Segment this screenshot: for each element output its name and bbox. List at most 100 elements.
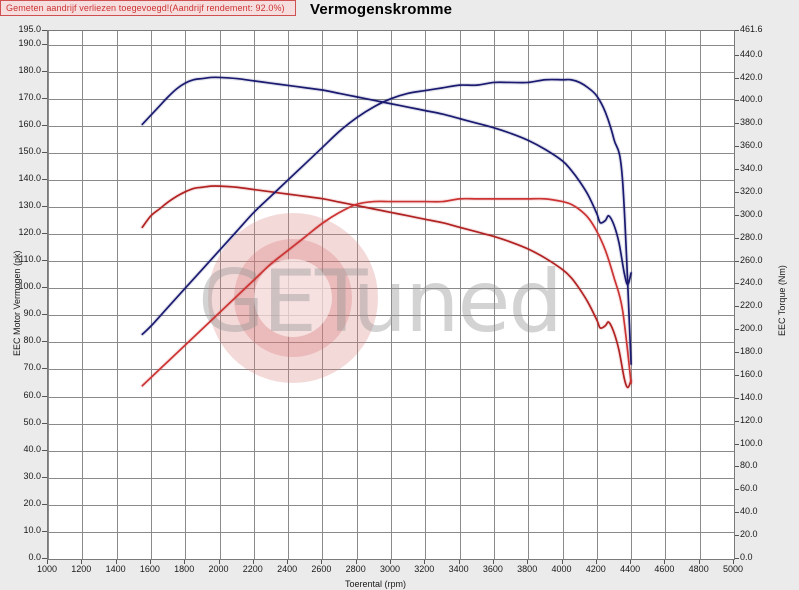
y2-tick-mark bbox=[734, 535, 739, 536]
x-tick-mark bbox=[47, 559, 48, 564]
y2-tick-label: 420.0 bbox=[740, 71, 763, 82]
series-glow bbox=[140, 196, 634, 388]
y2-tick-mark bbox=[734, 398, 739, 399]
y-tick-mark bbox=[42, 71, 47, 72]
x-tick-label: 4600 bbox=[654, 564, 675, 574]
x-tick-label: 2200 bbox=[242, 564, 263, 574]
y-tick-label: 40.0 bbox=[23, 443, 41, 454]
y2-tick-mark bbox=[734, 489, 739, 490]
x-tick-label: 5000 bbox=[722, 564, 744, 574]
y-tick-label: 60.0 bbox=[23, 389, 41, 400]
y-tick-label: 140.0 bbox=[18, 172, 41, 183]
y-tick-mark bbox=[42, 477, 47, 478]
y2-tick-mark bbox=[734, 329, 739, 330]
y2-tick-mark bbox=[734, 558, 739, 559]
y2-tick-mark bbox=[734, 123, 739, 124]
x-tick-label: 4800 bbox=[688, 564, 709, 574]
y-tick-label: 0.0 bbox=[28, 552, 41, 562]
x-tick-label: 3200 bbox=[414, 564, 435, 574]
x-tick-mark bbox=[81, 559, 82, 564]
y-tick-label: 180.0 bbox=[18, 64, 41, 75]
y2-tick-label: 140.0 bbox=[740, 391, 763, 402]
y-tick-label: 70.0 bbox=[23, 362, 41, 373]
y-tick-mark bbox=[42, 314, 47, 315]
y2-tick-mark bbox=[734, 306, 739, 307]
y2-tick-mark bbox=[734, 512, 739, 513]
x-tick-label: 3800 bbox=[517, 564, 538, 574]
y-tick-mark bbox=[42, 125, 47, 126]
x-tick-label: 4200 bbox=[585, 564, 606, 574]
y2-tick-mark bbox=[734, 444, 739, 445]
y2-tick-mark bbox=[734, 283, 739, 284]
y-tick-label: 120.0 bbox=[18, 227, 41, 238]
y-tick-label: 10.0 bbox=[23, 524, 41, 535]
x-tick-label: 2400 bbox=[277, 564, 298, 574]
y-tick-mark bbox=[42, 341, 47, 342]
y2-tick-mark bbox=[734, 261, 739, 262]
y-tick-label: 150.0 bbox=[18, 145, 41, 156]
x-tick-label: 2800 bbox=[345, 564, 366, 574]
y-tick-label: 50.0 bbox=[23, 416, 41, 427]
grid-lines bbox=[48, 31, 734, 559]
y2-tick-label: 360.0 bbox=[740, 140, 763, 151]
y2-tick-label: 0.0 bbox=[740, 552, 753, 562]
y-tick-mark bbox=[42, 206, 47, 207]
data-curves bbox=[140, 75, 634, 390]
y2-tick-mark bbox=[734, 421, 739, 422]
y2-tick-mark bbox=[734, 466, 739, 467]
y-tick-mark bbox=[42, 98, 47, 99]
y-tick-label: 30.0 bbox=[23, 470, 41, 481]
y-tick-mark bbox=[42, 30, 47, 31]
y-tick-label: 170.0 bbox=[18, 91, 41, 102]
y-tick-mark bbox=[42, 504, 47, 505]
y2-tick-mark bbox=[734, 55, 739, 56]
y2-tick-label: 260.0 bbox=[740, 254, 763, 265]
y2-tick-label: 240.0 bbox=[740, 277, 763, 288]
y-tick-mark bbox=[42, 368, 47, 369]
x-tick-label: 1200 bbox=[71, 564, 92, 574]
y-tick-mark bbox=[42, 423, 47, 424]
y2-axis-title: EEC Torque (Nm) bbox=[777, 265, 787, 336]
y-tick-label: 160.0 bbox=[18, 118, 41, 129]
x-tick-label: 2600 bbox=[311, 564, 332, 574]
x-axis-title: Toerental (rpm) bbox=[345, 579, 407, 589]
y-tick-label: 195.0 bbox=[18, 24, 41, 34]
y2-tick-label: 340.0 bbox=[740, 163, 763, 174]
y2-tick-mark bbox=[734, 375, 739, 376]
x-tick-label: 4000 bbox=[551, 564, 572, 574]
x-tick-label: 2000 bbox=[208, 564, 229, 574]
y2-tick-label: 300.0 bbox=[740, 208, 763, 219]
series-line-2 bbox=[141, 78, 632, 365]
y2-tick-mark bbox=[734, 238, 739, 239]
x-tick-mark bbox=[287, 559, 288, 564]
y-tick-label: 80.0 bbox=[23, 335, 41, 346]
y-tick-label: 100.0 bbox=[18, 281, 41, 292]
y-tick-label: 90.0 bbox=[23, 308, 41, 319]
y2-tick-label: 320.0 bbox=[740, 185, 763, 196]
page-title: Vermogenskromme bbox=[310, 1, 453, 18]
y-tick-mark bbox=[42, 531, 47, 532]
y-tick-mark bbox=[42, 179, 47, 180]
series-line-3 bbox=[141, 197, 632, 387]
y2-tick-mark bbox=[734, 192, 739, 193]
y-tick-mark bbox=[42, 396, 47, 397]
x-tick-mark bbox=[562, 559, 563, 564]
x-tick-mark bbox=[733, 559, 734, 564]
y-tick-mark bbox=[42, 44, 47, 45]
x-tick-mark bbox=[150, 559, 151, 564]
y2-tick-label: 100.0 bbox=[740, 437, 763, 448]
x-tick-mark bbox=[116, 559, 117, 564]
y2-tick-label: 20.0 bbox=[740, 529, 758, 540]
y2-tick-label: 160.0 bbox=[740, 368, 763, 379]
y2-tick-mark bbox=[734, 100, 739, 101]
y-tick-label: 190.0 bbox=[18, 37, 41, 48]
series-line-1 bbox=[141, 185, 632, 389]
y-tick-mark bbox=[42, 450, 47, 451]
x-tick-mark bbox=[253, 559, 254, 564]
x-tick-mark bbox=[424, 559, 425, 564]
x-tick-mark bbox=[630, 559, 631, 564]
x-tick-label: 1800 bbox=[174, 564, 195, 574]
x-tick-mark bbox=[493, 559, 494, 564]
y-tick-label: 20.0 bbox=[23, 497, 41, 508]
y-axis-title: EEC Motor Vermogen (pk) bbox=[12, 250, 22, 356]
